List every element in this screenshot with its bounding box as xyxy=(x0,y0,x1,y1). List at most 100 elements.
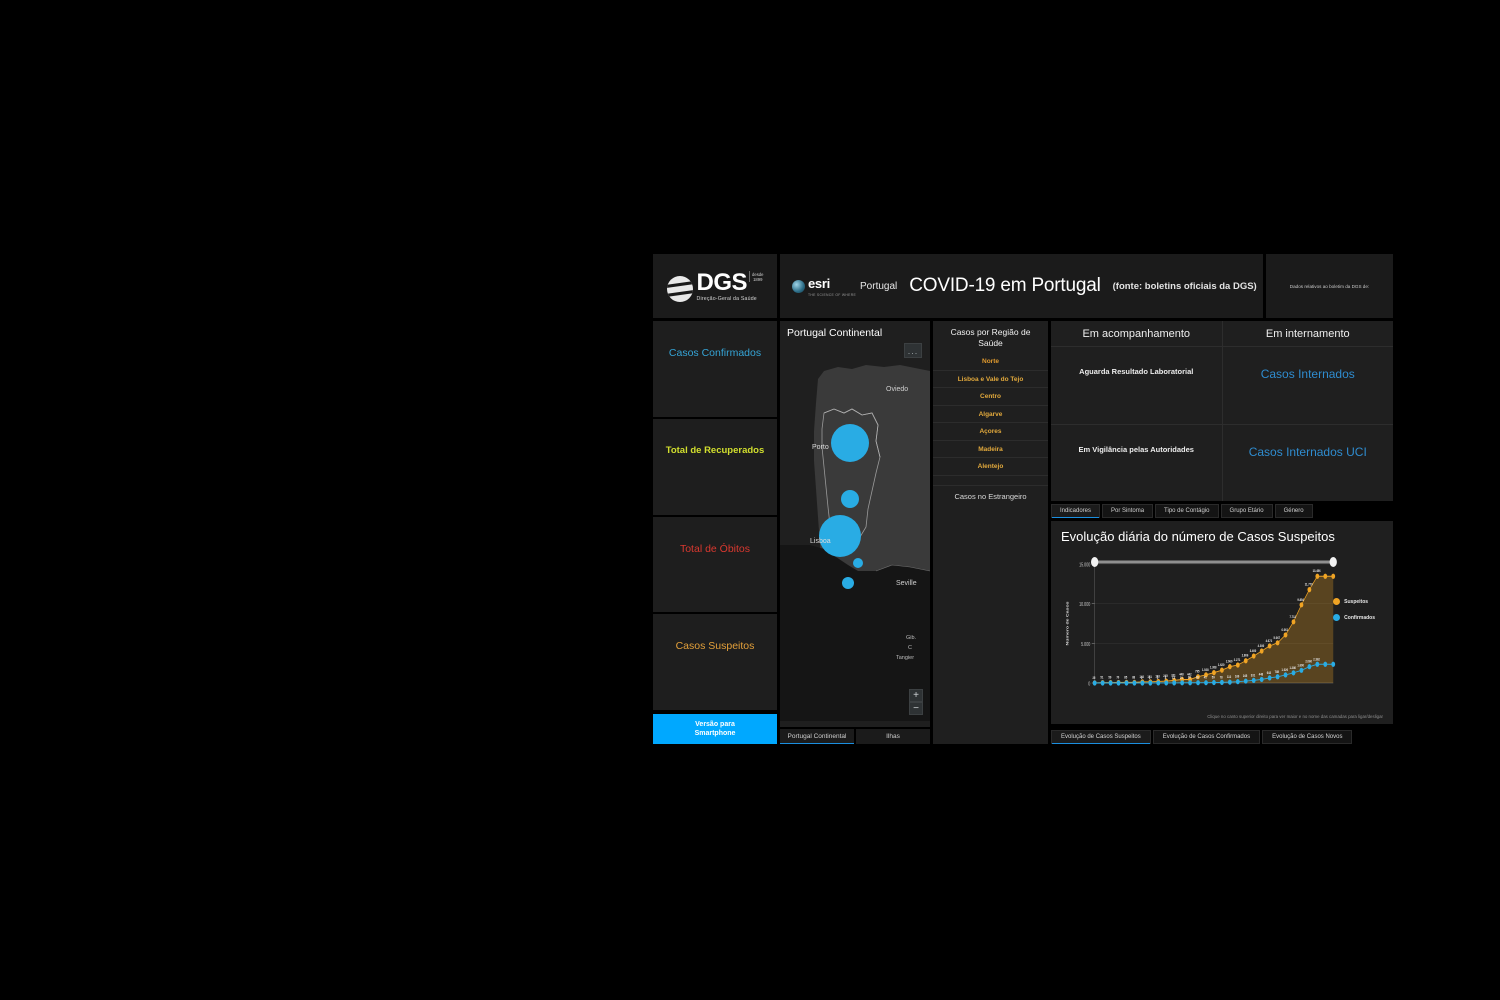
dgs-since-line2: 1899 xyxy=(753,276,763,282)
esri-logo: esri THE SCIENCE OF WHERE Portugal xyxy=(792,275,897,297)
metric-card-total-recuperados[interactable]: Total de Recuperados xyxy=(653,418,777,515)
chart-panel: Evolução diária do número de Casos Suspe… xyxy=(1051,521,1393,724)
region-item-casos-no-estrangeiro[interactable]: Casos no Estrangeiro xyxy=(933,484,1048,507)
tab-evolucao-casos-confirmados[interactable]: Evolução de Casos Confirmados xyxy=(1152,730,1261,744)
tab-evolucao-casos-suspeitos[interactable]: Evolução de Casos Suspeitos xyxy=(1051,730,1151,744)
metric-label: Total de Óbitos xyxy=(679,542,751,555)
stat-cell-em-vigilancia[interactable]: Em Vigilância pelas Autoridades xyxy=(1051,423,1222,502)
svg-text:C: C xyxy=(908,645,912,651)
stat-cell-casos-internados[interactable]: Casos Internados xyxy=(1223,347,1394,424)
dashboard-root: DGS desde 1899 Direção-Geral da Saúde es… xyxy=(653,254,1393,744)
map-panel[interactable]: Portugal Continental ... xyxy=(780,321,930,727)
region-item-acores[interactable]: Açores xyxy=(933,423,1048,441)
stat-label: Em Vigilância pelas Autoridades xyxy=(1078,444,1194,454)
tab-tipo-de-contagio[interactable]: Tipo de Contágio xyxy=(1155,504,1219,518)
chart-note: Clique no canto superior direito para ve… xyxy=(1207,714,1383,719)
svg-text:13.456: 13.456 xyxy=(1313,569,1321,574)
map-zoom-controls[interactable]: + − xyxy=(909,689,923,715)
metric-card-casos-suspeitos[interactable]: Casos Suspeitos xyxy=(653,614,777,710)
legend-item-suspeitos[interactable]: Suspeitos xyxy=(1333,598,1375,605)
svg-text:70: 70 xyxy=(1116,675,1119,680)
page-source: (fonte: boletins oficiais da DGS) xyxy=(1112,280,1257,292)
svg-text:15.000: 15.000 xyxy=(1079,562,1091,568)
region-item-centro[interactable]: Centro xyxy=(933,388,1048,406)
svg-text:448: 448 xyxy=(1179,672,1184,677)
svg-text:112: 112 xyxy=(1227,675,1231,680)
metric-label: Total de Recuperados xyxy=(665,444,765,456)
svg-text:41: 41 xyxy=(1204,675,1207,680)
region-item-lisboa-e-vale-do-tejo[interactable]: Lisboa e Vale do Tejo xyxy=(933,371,1048,389)
dgs-wordmark: DGS xyxy=(696,268,748,296)
smartphone-line1: Versão para xyxy=(695,720,735,728)
chart-legend[interactable]: Suspeitos Confirmados xyxy=(1333,598,1375,621)
title-box: esri THE SCIENCE OF WHERE Portugal COVID… xyxy=(780,254,1263,318)
svg-text:10.000: 10.000 xyxy=(1079,602,1091,608)
svg-text:245: 245 xyxy=(1243,674,1248,679)
indicator-tabs: Indicadores Por Sintoma Tipo de Contágio… xyxy=(1051,504,1393,518)
smartphone-version-button[interactable]: Versão para Smartphone xyxy=(653,714,777,744)
chart-area[interactable]: 0 5.000 10.000 15.000 Número de Casos 25 51 59 7… xyxy=(1061,550,1383,705)
region-item-madeira[interactable]: Madeira xyxy=(933,441,1048,459)
svg-text:30: 30 xyxy=(1188,675,1191,680)
map-bubble-norte xyxy=(831,424,869,462)
svg-text:2: 2 xyxy=(1149,676,1151,681)
map-canvas[interactable]: Oviedo Porto Lisboa Seville Gib. C Tangi… xyxy=(780,321,930,721)
metric-card-casos-confirmados[interactable]: Casos Confirmados xyxy=(653,321,777,417)
metrics-sidebar: Casos Confirmados Total de Recuperados T… xyxy=(653,321,777,744)
svg-text:4.672: 4.672 xyxy=(1266,639,1273,644)
dgs-logo-box: DGS desde 1899 Direção-Geral da Saúde xyxy=(653,254,777,318)
map-tab-portugal-continental[interactable]: Portugal Continental xyxy=(780,729,854,744)
stat-cell-aguarda-resultado[interactable]: Aguarda Resultado Laboratorial xyxy=(1051,347,1222,424)
svg-text:1.620: 1.620 xyxy=(1218,663,1225,668)
region-item-alentejo[interactable]: Alentejo xyxy=(933,458,1048,476)
svg-text:Seville: Seville xyxy=(896,580,917,587)
region-item-algarve[interactable]: Algarve xyxy=(933,406,1048,424)
esri-tagline: THE SCIENCE OF WHERE xyxy=(808,293,857,297)
stat-label: Aguarda Resultado Laboratorial xyxy=(1079,367,1194,376)
chart-range-start-handle[interactable] xyxy=(1091,557,1099,567)
svg-text:4.030: 4.030 xyxy=(1258,644,1265,649)
stats-panel: Em acompanhamento Aguarda Resultado Labo… xyxy=(1051,321,1393,501)
map-column: Portugal Continental ... xyxy=(780,321,930,744)
svg-text:785: 785 xyxy=(1275,669,1280,674)
svg-text:1.308: 1.308 xyxy=(1210,665,1217,670)
tab-indicadores[interactable]: Indicadores xyxy=(1051,504,1101,518)
metric-label: Casos Suspeitos xyxy=(675,640,755,653)
smartphone-line2: Smartphone xyxy=(694,730,736,737)
svg-text:148: 148 xyxy=(1139,674,1144,679)
svg-text:8: 8 xyxy=(1165,676,1167,681)
stats-header: Em internamento xyxy=(1222,321,1393,347)
chart-range-end-handle[interactable] xyxy=(1329,557,1337,567)
legend-label: Suspeitos xyxy=(1344,598,1369,605)
tab-genero[interactable]: Género xyxy=(1274,504,1313,518)
svg-text:88: 88 xyxy=(1132,675,1135,680)
legend-dot-icon xyxy=(1333,598,1341,605)
svg-text:Lisboa: Lisboa xyxy=(810,538,831,545)
map-options-button[interactable]: ... xyxy=(904,343,922,358)
bulletin-date-label: Dados relativos ao boletim da DGS de: xyxy=(1289,283,1370,289)
stat-cell-casos-internados-uci[interactable]: Casos Internados UCI xyxy=(1222,423,1393,502)
map-bubble-centro xyxy=(841,490,859,508)
map-zoom-in-button[interactable]: + xyxy=(909,689,923,702)
regions-title: Casos por Região de Saúde xyxy=(950,327,1031,348)
svg-text:151: 151 xyxy=(1147,674,1152,679)
svg-text:Oviedo: Oviedo xyxy=(886,386,908,393)
map-bubble-algarve xyxy=(842,577,854,589)
map-bubble-alentejo xyxy=(853,558,863,568)
tab-por-sintoma[interactable]: Por Sintoma xyxy=(1102,504,1154,518)
tab-evolucao-casos-novos[interactable]: Evolução de Casos Novos xyxy=(1262,730,1353,744)
region-item-norte[interactable]: Norte xyxy=(933,353,1048,371)
svg-text:3.400: 3.400 xyxy=(1250,649,1257,654)
map-zoom-out-button[interactable]: − xyxy=(909,702,923,715)
tab-grupo-etario[interactable]: Grupo Etário xyxy=(1220,504,1273,518)
globe-icon xyxy=(666,275,693,302)
right-column: Em acompanhamento Aguarda Resultado Labo… xyxy=(1051,321,1393,744)
legend-item-confirmados[interactable]: Confirmados xyxy=(1333,614,1375,621)
map-tab-ilhas[interactable]: Ilhas xyxy=(856,729,930,744)
svg-text:331: 331 xyxy=(1251,673,1256,678)
svg-text:5: 5 xyxy=(1157,676,1159,681)
dgs-since-line1: desde xyxy=(752,271,764,277)
metric-card-total-obitos[interactable]: Total de Óbitos xyxy=(653,516,777,613)
svg-text:1.020: 1.020 xyxy=(1282,667,1289,672)
